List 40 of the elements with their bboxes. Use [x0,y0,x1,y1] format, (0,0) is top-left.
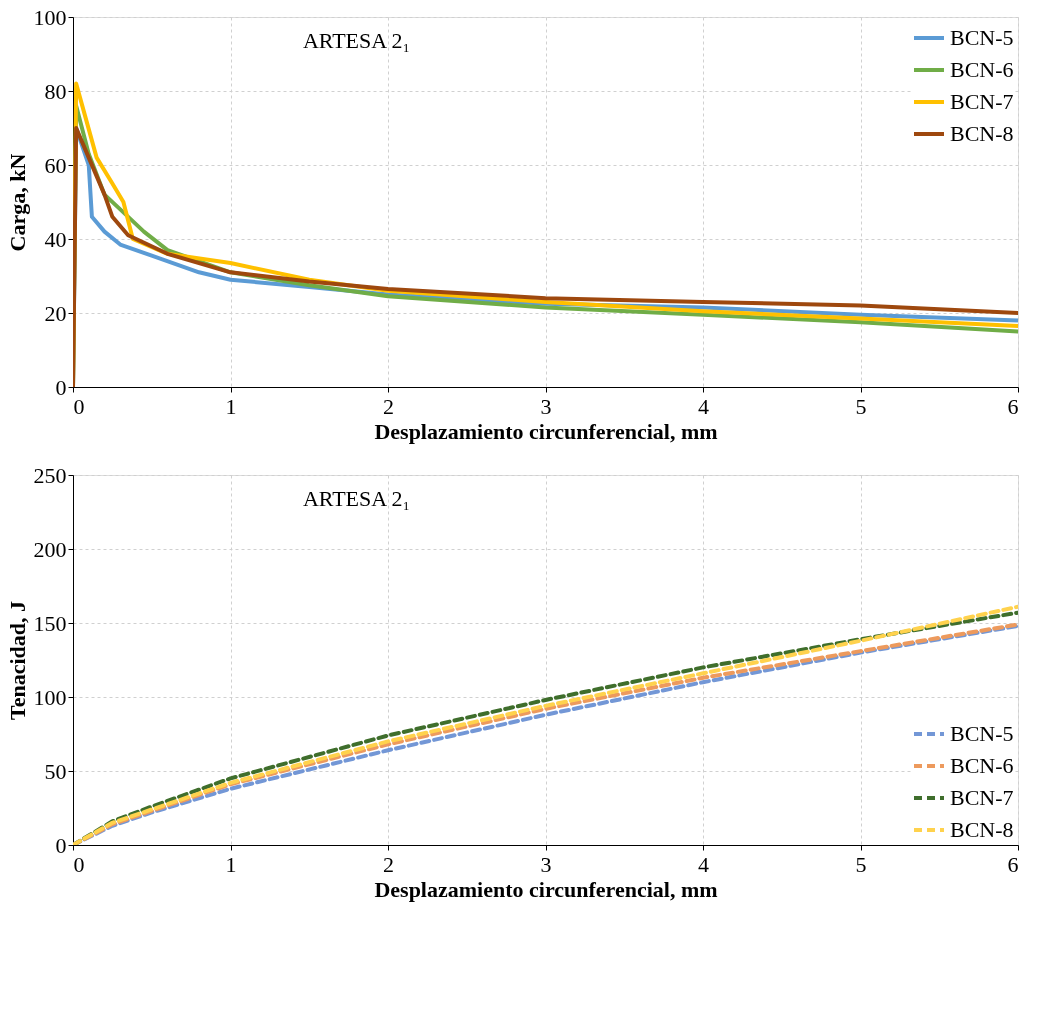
legend-label: BCN-5 [950,721,1014,746]
y-tick-label: 20 [44,300,67,326]
y-axis-title: Tenacidad, J [4,600,30,721]
y-tick-label: 80 [44,78,67,104]
x-tick-label: 0 [73,393,85,419]
legend-label: BCN-6 [950,753,1014,778]
legend-label: BCN-7 [950,89,1014,114]
y-tick-label: 50 [44,758,67,784]
legend-label: BCN-5 [950,25,1014,50]
x-tick-label: 1 [225,393,237,419]
annotation: ARTESA 2₁ [302,486,411,511]
y-tick-label: 250 [33,462,67,488]
y-tick-label: 100 [33,684,67,710]
x-axis-title: Desplazamiento circunferencial, mm [374,876,718,902]
y-tick-label: 0 [55,374,67,400]
y-tick-label: 40 [44,226,67,252]
x-tick-label: 6 [1007,393,1019,419]
y-axis-title: Carga, kN [4,153,30,252]
x-tick-label: 0 [73,851,85,877]
legend-label: BCN-6 [950,57,1014,82]
legend-label: BCN-8 [950,121,1014,146]
y-tick-label: 0 [55,832,67,858]
x-tick-label: 3 [540,393,552,419]
x-tick-label: 5 [855,851,867,877]
y-tick-label: 60 [44,152,67,178]
legend-label: BCN-8 [950,817,1014,842]
x-axis-title: Desplazamiento circunferencial, mm [374,418,718,444]
y-tick-label: 150 [33,610,67,636]
y-tick-label: 200 [33,536,67,562]
x-tick-label: 1 [225,851,237,877]
x-tick-label: 3 [540,851,552,877]
x-tick-label: 2 [383,851,394,877]
x-tick-label: 6 [1007,851,1019,877]
legend-label: BCN-7 [950,785,1014,810]
x-tick-label: 5 [855,393,867,419]
annotation: ARTESA 2₁ [302,28,411,53]
y-tick-label: 100 [33,4,67,30]
x-tick-label: 4 [698,851,709,877]
x-tick-label: 2 [383,393,394,419]
x-tick-label: 4 [698,393,709,419]
